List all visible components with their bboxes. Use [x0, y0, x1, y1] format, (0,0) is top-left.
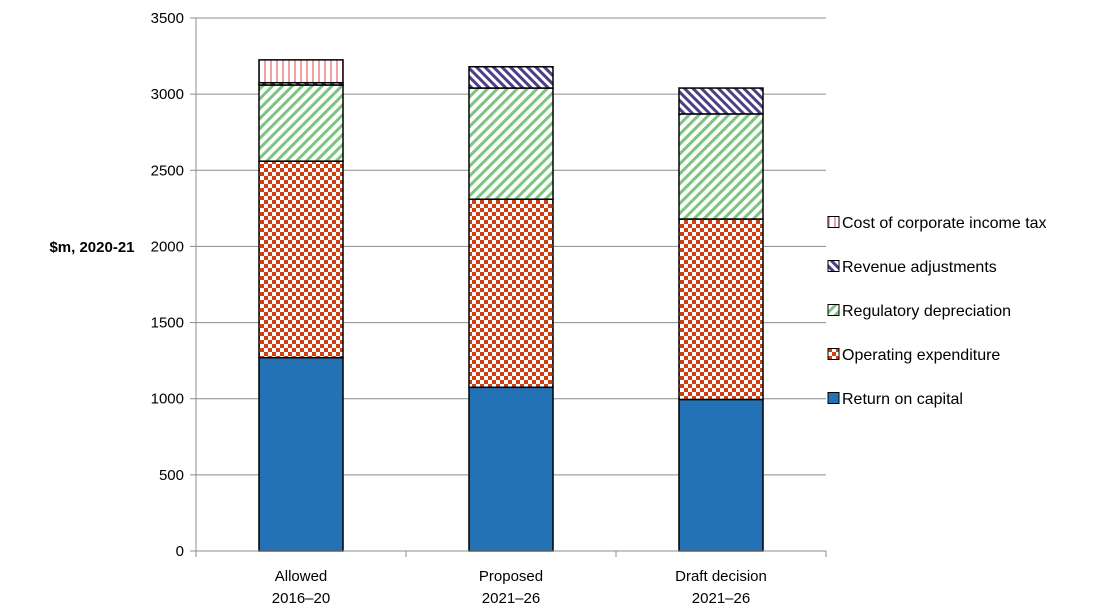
- legend-label: Cost of corporate income tax: [842, 215, 1047, 232]
- legend-swatch: [827, 260, 840, 272]
- bar-segment-operating-expenditure: [678, 218, 764, 401]
- bar-segment-regulatory-depreciation: [678, 113, 764, 220]
- legend-label: Operating expenditure: [842, 347, 1000, 364]
- y-tick-label: 0: [176, 543, 184, 560]
- bar-segment-regulatory-depreciation: [468, 87, 554, 200]
- bar-segment-revenue-adjustments: [468, 65, 554, 89]
- bar-segment-return-on-capital: [258, 356, 344, 552]
- bar-segment-return-on-capital: [678, 398, 764, 552]
- x-tick-label: 2021–26: [692, 590, 750, 607]
- legend-swatch: [827, 304, 840, 316]
- x-tick-label: Draft decision: [675, 568, 767, 585]
- legend-swatch: [827, 216, 840, 228]
- bars: [258, 59, 764, 552]
- y-tick-label: 1500: [151, 315, 184, 332]
- bar-segment-operating-expenditure: [468, 198, 554, 389]
- bar-segment-operating-expenditure: [258, 160, 344, 359]
- bar-segment-return-on-capital: [468, 386, 554, 552]
- y-tick-label: 2500: [151, 162, 184, 179]
- bar-segment-revenue-adjustments: [678, 87, 764, 115]
- x-tick-label: 2021–26: [482, 590, 540, 607]
- legend-label: Revenue adjustments: [842, 259, 997, 276]
- y-tick-label: 3500: [151, 10, 184, 27]
- y-tick-label: 3000: [151, 86, 184, 103]
- legend-swatch: [827, 348, 840, 360]
- legend-swatch: [827, 392, 840, 404]
- x-tick-label: Proposed: [479, 568, 543, 585]
- y-tick-label: 500: [159, 467, 184, 484]
- legend: Cost of corporate income tax Revenue adju…: [827, 215, 1047, 408]
- y-axis-label: $m, 2020-21: [49, 239, 134, 256]
- legend-label: Return on capital: [842, 391, 963, 408]
- x-tick-label: Allowed: [275, 568, 328, 585]
- y-tick-label: 1000: [151, 391, 184, 408]
- x-tick-label: 2016–20: [272, 590, 330, 607]
- bar-segment-regulatory-depreciation: [258, 84, 344, 162]
- axes: 0 500 1000 1500 2000 2500 3000 3500 Allowed 2016–…: [151, 10, 827, 607]
- bar-segment-cost-of-corporate-income-tax: [258, 59, 344, 84]
- legend-label: Regulatory depreciation: [842, 303, 1011, 320]
- y-tick-label: 2000: [151, 238, 184, 255]
